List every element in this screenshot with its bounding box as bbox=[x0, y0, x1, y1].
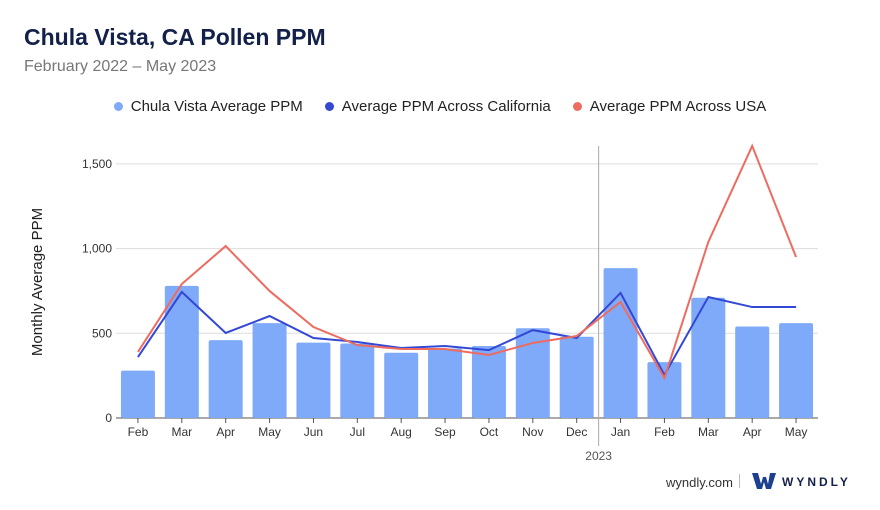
legend-item-california[interactable]: Average PPM Across California bbox=[324, 98, 551, 115]
footer-divider bbox=[739, 474, 740, 488]
x-tick-label: Oct bbox=[480, 425, 499, 439]
y-tick-label: 0 bbox=[105, 411, 112, 425]
y-axis-label: Monthly Average PPM bbox=[29, 208, 46, 356]
legend-label: Average PPM Across California bbox=[341, 98, 551, 115]
bar bbox=[120, 370, 155, 418]
bar bbox=[164, 285, 199, 418]
x-tick-label: Apr bbox=[216, 425, 235, 439]
bar bbox=[515, 328, 550, 418]
wyndly-brand: WYNDLY bbox=[782, 475, 851, 489]
series-line bbox=[137, 290, 797, 378]
bar bbox=[647, 362, 682, 418]
x-tick-label: Mar bbox=[171, 425, 192, 439]
chart-subtitle: February 2022 – May 2023 bbox=[24, 58, 217, 75]
x-tick-label: Jan bbox=[611, 425, 630, 439]
legend-swatch bbox=[113, 102, 123, 111]
chart-title: Chula Vista, CA Pollen PPM bbox=[24, 24, 326, 50]
bar bbox=[735, 326, 770, 418]
x-tick-label: Feb bbox=[654, 425, 675, 439]
legend-swatch bbox=[572, 102, 582, 111]
bar bbox=[252, 323, 287, 418]
bar bbox=[384, 352, 419, 418]
legend-label: Chula Vista Average PPM bbox=[130, 98, 303, 115]
bar bbox=[471, 346, 506, 418]
bar bbox=[691, 297, 726, 418]
bar bbox=[340, 343, 375, 418]
bar bbox=[208, 340, 243, 418]
x-tick-label: Dec bbox=[566, 425, 587, 439]
legend: Chula Vista Average PPM Average PPM Acro… bbox=[0, 98, 880, 115]
x-tick-label: Sep bbox=[434, 425, 456, 439]
series-line bbox=[137, 143, 797, 381]
x-tick-label: Jul bbox=[350, 425, 365, 439]
x-tick-label: May bbox=[785, 425, 808, 439]
y-tick-label: 500 bbox=[92, 326, 112, 340]
wyndly-logo-icon bbox=[752, 473, 776, 489]
x-tick-label: May bbox=[258, 425, 281, 439]
x-tick-label: Apr bbox=[743, 425, 762, 439]
year-label: 2023 bbox=[585, 449, 612, 463]
x-tick-label: Feb bbox=[128, 425, 149, 439]
footer-url[interactable]: wyndly.com bbox=[666, 475, 733, 490]
legend-item-usa[interactable]: Average PPM Across USA bbox=[572, 98, 767, 115]
legend-swatch bbox=[324, 102, 334, 111]
bar bbox=[779, 323, 814, 418]
bar bbox=[428, 348, 463, 418]
bar bbox=[296, 342, 331, 418]
bar bbox=[559, 336, 594, 418]
x-tick-label: Nov bbox=[522, 425, 543, 439]
legend-item-chula-vista[interactable]: Chula Vista Average PPM bbox=[113, 98, 303, 115]
bar bbox=[603, 268, 638, 418]
y-tick-label: 1,500 bbox=[82, 157, 112, 171]
x-tick-label: Jun bbox=[304, 425, 323, 439]
legend-label: Average PPM Across USA bbox=[589, 98, 767, 115]
y-tick-label: 1,000 bbox=[82, 242, 112, 256]
x-tick-label: Mar bbox=[698, 425, 719, 439]
x-tick-label: Aug bbox=[391, 425, 412, 439]
